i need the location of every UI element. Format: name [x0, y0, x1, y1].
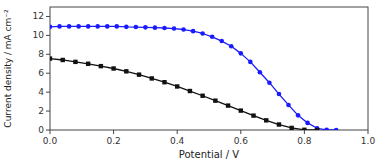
point: [137, 72, 141, 76]
point: [334, 128, 339, 130]
x-tick-label: 0.2: [106, 136, 120, 146]
point: [99, 64, 103, 68]
point: [210, 35, 215, 40]
x-axis-label: Potential / V: [179, 149, 240, 160]
point: [175, 84, 179, 88]
y-tick: [46, 92, 50, 93]
point: [111, 66, 115, 70]
point: [324, 128, 329, 130]
point: [50, 25, 52, 30]
point: [114, 24, 119, 29]
point: [226, 103, 230, 107]
y-tick-label: 4: [38, 87, 44, 97]
point: [264, 118, 268, 122]
x-tick-label: 0.8: [297, 136, 312, 146]
point: [289, 126, 293, 130]
point: [239, 108, 243, 112]
y-tick-label: 10: [33, 30, 45, 40]
point: [181, 27, 186, 32]
point: [162, 80, 166, 84]
point: [73, 60, 77, 64]
x-tick: [368, 130, 369, 134]
point: [76, 24, 81, 29]
point: [143, 25, 148, 30]
series-line: [50, 59, 317, 130]
point: [67, 24, 72, 29]
point: [61, 58, 65, 62]
point: [150, 76, 154, 80]
y-tick-label: 8: [38, 49, 44, 59]
series-line: [50, 26, 336, 130]
point: [219, 39, 224, 44]
x-tick-label: 1.0: [361, 136, 376, 146]
x-tick-label: 0.0: [43, 136, 58, 146]
y-tick-label: 12: [33, 11, 44, 21]
x-tick: [304, 130, 305, 134]
point: [124, 25, 129, 30]
point: [267, 80, 272, 85]
point: [153, 25, 158, 30]
point: [248, 60, 253, 65]
x-tick: [113, 130, 114, 134]
point: [191, 29, 196, 34]
point: [50, 56, 52, 60]
point: [162, 26, 167, 31]
point: [315, 128, 319, 130]
y-tick: [46, 35, 50, 36]
point: [258, 70, 263, 75]
y-tick: [46, 16, 50, 17]
point: [213, 98, 217, 102]
point: [277, 92, 282, 97]
chart: 0.0 0.2 0.4 0.6 0.8 1.0 0 2 4 6 8 10 12 Potential / V…: [0, 0, 378, 161]
point: [57, 24, 62, 29]
point: [286, 103, 291, 108]
point: [239, 51, 244, 56]
point: [95, 24, 100, 29]
point: [302, 128, 306, 130]
x-tick-label: 0.6: [234, 136, 249, 146]
point: [277, 122, 281, 126]
point: [200, 31, 205, 36]
point: [188, 89, 192, 93]
y-axis-label: Current density / mA cm⁻²: [3, 9, 13, 128]
y-tick-label: 2: [38, 106, 44, 116]
y-tick: [46, 130, 50, 131]
point: [200, 94, 204, 98]
point: [105, 24, 110, 29]
x-tick: [240, 130, 241, 134]
y-tick-label: 6: [38, 68, 44, 78]
x-tick: [50, 130, 51, 134]
y-tick: [46, 111, 50, 112]
point: [251, 113, 255, 117]
point: [296, 113, 301, 118]
point: [86, 24, 91, 29]
point: [305, 121, 310, 126]
y-tick: [46, 73, 50, 74]
point: [172, 26, 177, 31]
x-tick-label: 0.4: [170, 136, 185, 146]
y-tick: [46, 54, 50, 55]
plot-frame: [50, 7, 368, 130]
point: [124, 69, 128, 73]
point: [86, 62, 90, 66]
point: [229, 44, 234, 49]
point: [134, 25, 139, 30]
plot-area: [50, 24, 339, 130]
y-tick-label: 0: [38, 125, 44, 135]
x-tick: [177, 130, 178, 134]
